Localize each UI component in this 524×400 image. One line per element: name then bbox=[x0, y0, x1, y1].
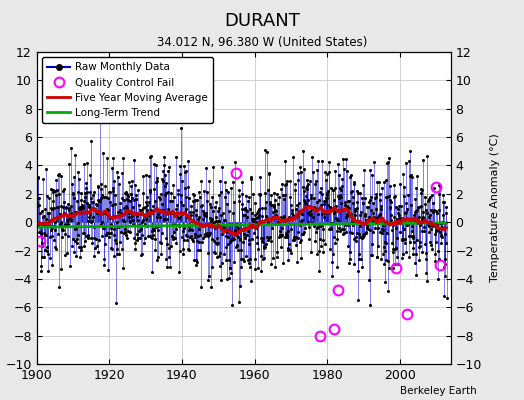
Y-axis label: Temperature Anomaly (°C): Temperature Anomaly (°C) bbox=[490, 134, 500, 282]
Text: Berkeley Earth: Berkeley Earth bbox=[400, 386, 477, 396]
Text: 34.012 N, 96.380 W (United States): 34.012 N, 96.380 W (United States) bbox=[157, 36, 367, 49]
Legend: Raw Monthly Data, Quality Control Fail, Five Year Moving Average, Long-Term Tren: Raw Monthly Data, Quality Control Fail, … bbox=[42, 57, 213, 123]
Text: DURANT: DURANT bbox=[224, 12, 300, 30]
